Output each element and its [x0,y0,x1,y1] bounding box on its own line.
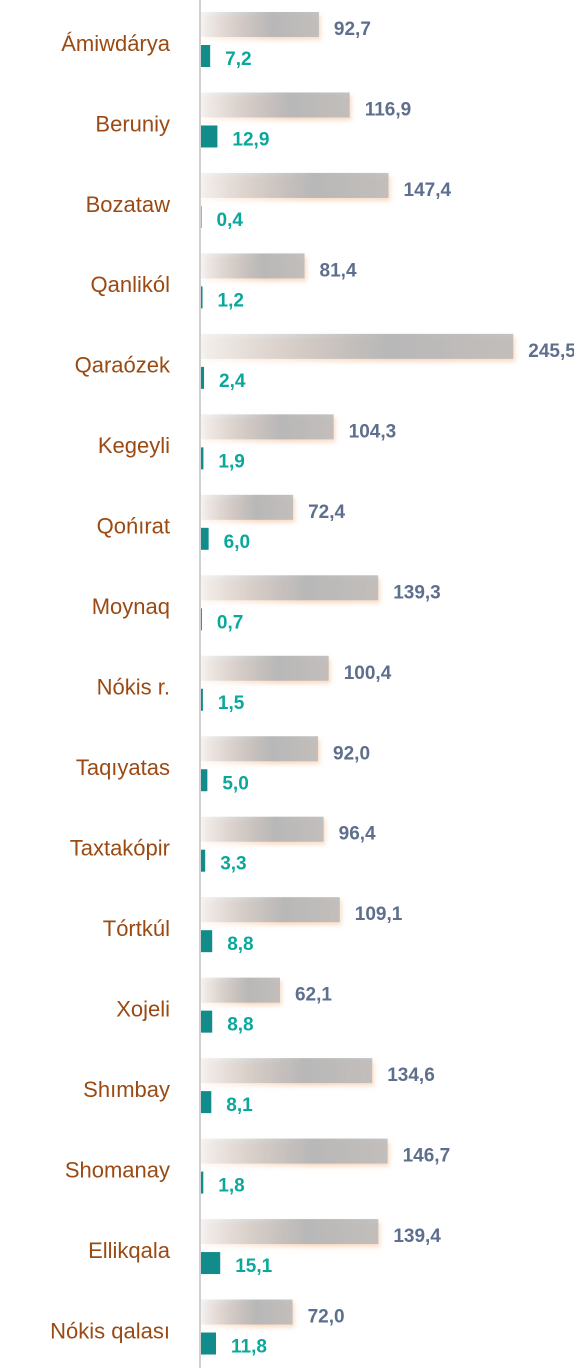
value-label: 7,2 [225,49,251,70]
value-label: 72,0 [308,1307,345,1328]
bar [201,333,514,359]
value-label: 109,1 [355,904,403,925]
value-label: 5,0 [222,773,248,794]
bar [201,205,202,228]
bar [201,447,204,470]
bar [201,816,324,842]
value-label: 104,3 [349,421,397,442]
value-label: 81,4 [320,260,357,281]
value-label: 72,4 [308,502,345,523]
bar [201,1010,213,1033]
value-label: 12,9 [232,129,269,150]
bar [201,527,209,550]
value-label: 134,6 [387,1065,435,1086]
value-label: 116,9 [365,99,412,120]
bar [201,575,379,601]
value-label: 11,8 [231,1337,267,1358]
value-label: 3,3 [220,854,246,875]
bar [201,608,202,631]
bar [201,494,294,520]
category-label: Shomanay [65,1157,170,1182]
bar [201,45,211,67]
bar [201,1171,204,1194]
category-label: Xojeli [116,996,170,1021]
value-label: 139,3 [393,582,441,603]
category-label: Nókis r. [97,675,170,700]
bar [201,1219,379,1245]
bar [201,1091,212,1114]
value-label: 139,4 [393,1226,441,1247]
bar [201,92,350,118]
value-label: 146,7 [403,1146,451,1167]
category-label: Ámiwdárya [61,31,171,56]
category-label: Taxtakópir [70,836,170,861]
category-label: Moynaq [92,594,170,619]
bar [201,849,206,872]
category-label: Ellikqala [88,1238,171,1263]
category-label: Qońırat [97,514,170,539]
category-label: Qaraózek [75,353,171,378]
value-label: 1,5 [218,693,245,714]
bar [201,414,334,440]
value-label: 2,4 [219,371,246,392]
bar [201,1138,388,1164]
value-label: 62,1 [295,985,332,1006]
bar [201,366,205,389]
value-label: 8,8 [227,1015,253,1036]
bar [201,1332,217,1355]
category-label: Bozataw [86,192,170,217]
bar [201,1252,221,1275]
bar [201,897,340,923]
bar [201,769,208,792]
value-label: 0,4 [217,210,244,231]
value-label: 245,5 [528,341,574,362]
category-label: Nókis qalası [50,1318,170,1343]
value-label: 92,7 [334,19,371,40]
bar [201,12,319,37]
bar [201,688,203,711]
bar [201,253,305,279]
value-label: 1,2 [218,290,244,311]
category-label: Kegeyli [98,433,170,458]
bar [201,655,329,681]
category-label: Taqıyatas [76,755,170,780]
value-label: 92,0 [333,743,370,764]
category-label: Shımbay [83,1077,170,1102]
value-label: 100,4 [344,663,392,684]
bar [201,930,213,953]
bar [201,736,319,762]
category-label: Beruniy [95,111,170,136]
value-label: 6,0 [224,532,250,553]
value-label: 96,4 [339,824,376,845]
value-label: 147,4 [404,180,452,201]
category-label: Qanlikól [91,272,170,297]
bar [201,1058,373,1084]
bar [201,286,203,309]
value-label: 1,8 [218,1176,244,1197]
category-label: Tórtkúl [103,916,170,941]
value-label: 0,7 [217,612,243,633]
value-label: 1,9 [218,451,244,472]
value-label: 8,8 [227,934,253,955]
value-label: 8,1 [226,1095,253,1116]
bar [201,977,280,1003]
bar [201,172,389,198]
bar [201,1299,293,1325]
bar [201,125,218,148]
value-label: 15,1 [235,1256,272,1277]
